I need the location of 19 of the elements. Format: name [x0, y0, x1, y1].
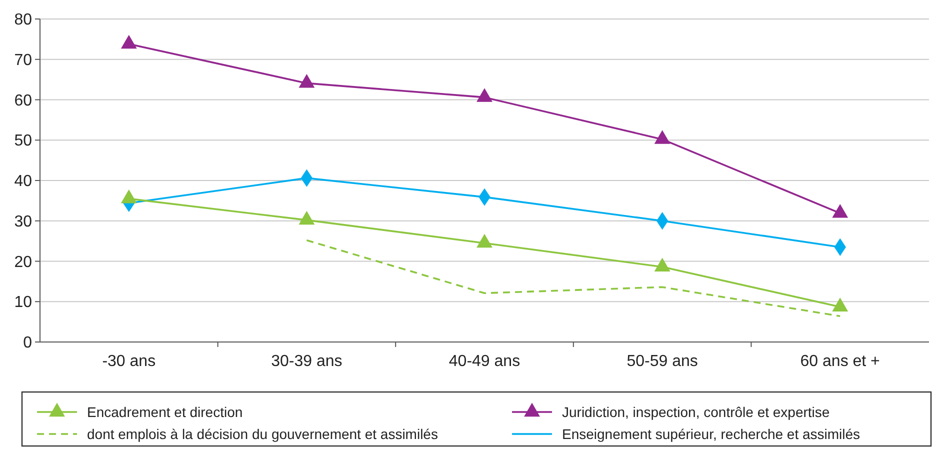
legend-label: Juridiction, inspection, contrôle et expertise: [562, 404, 830, 420]
y-tick-label: 20: [14, 254, 32, 271]
y-tick-label: 60: [14, 92, 32, 110]
x-tick-label: 30-39 ans: [271, 353, 342, 370]
legend-label: Enseignement supérieur, recherche et assimilés: [562, 426, 860, 442]
y-tick-label: 40: [14, 173, 32, 190]
legend-label: dont emplois à la décision du gouvernement et assimilés: [87, 426, 438, 442]
legend-label: Encadrement et direction: [87, 404, 243, 420]
y-tick-label: 0: [23, 334, 32, 352]
x-tick-label: 50-59 ans: [626, 353, 698, 370]
x-tick-label: -30 ans: [102, 353, 156, 370]
y-tick-label: 10: [14, 294, 32, 312]
y-tick-label: 80: [14, 12, 32, 29]
y-tick-label: 30: [14, 213, 32, 230]
x-tick-label: 60 ans et +: [800, 353, 880, 370]
line-series: [306, 239, 841, 318]
y-tick-label: 50: [14, 132, 32, 150]
y-tick-label: 70: [14, 52, 32, 69]
x-tick-label: 40-49 ans: [448, 353, 520, 370]
